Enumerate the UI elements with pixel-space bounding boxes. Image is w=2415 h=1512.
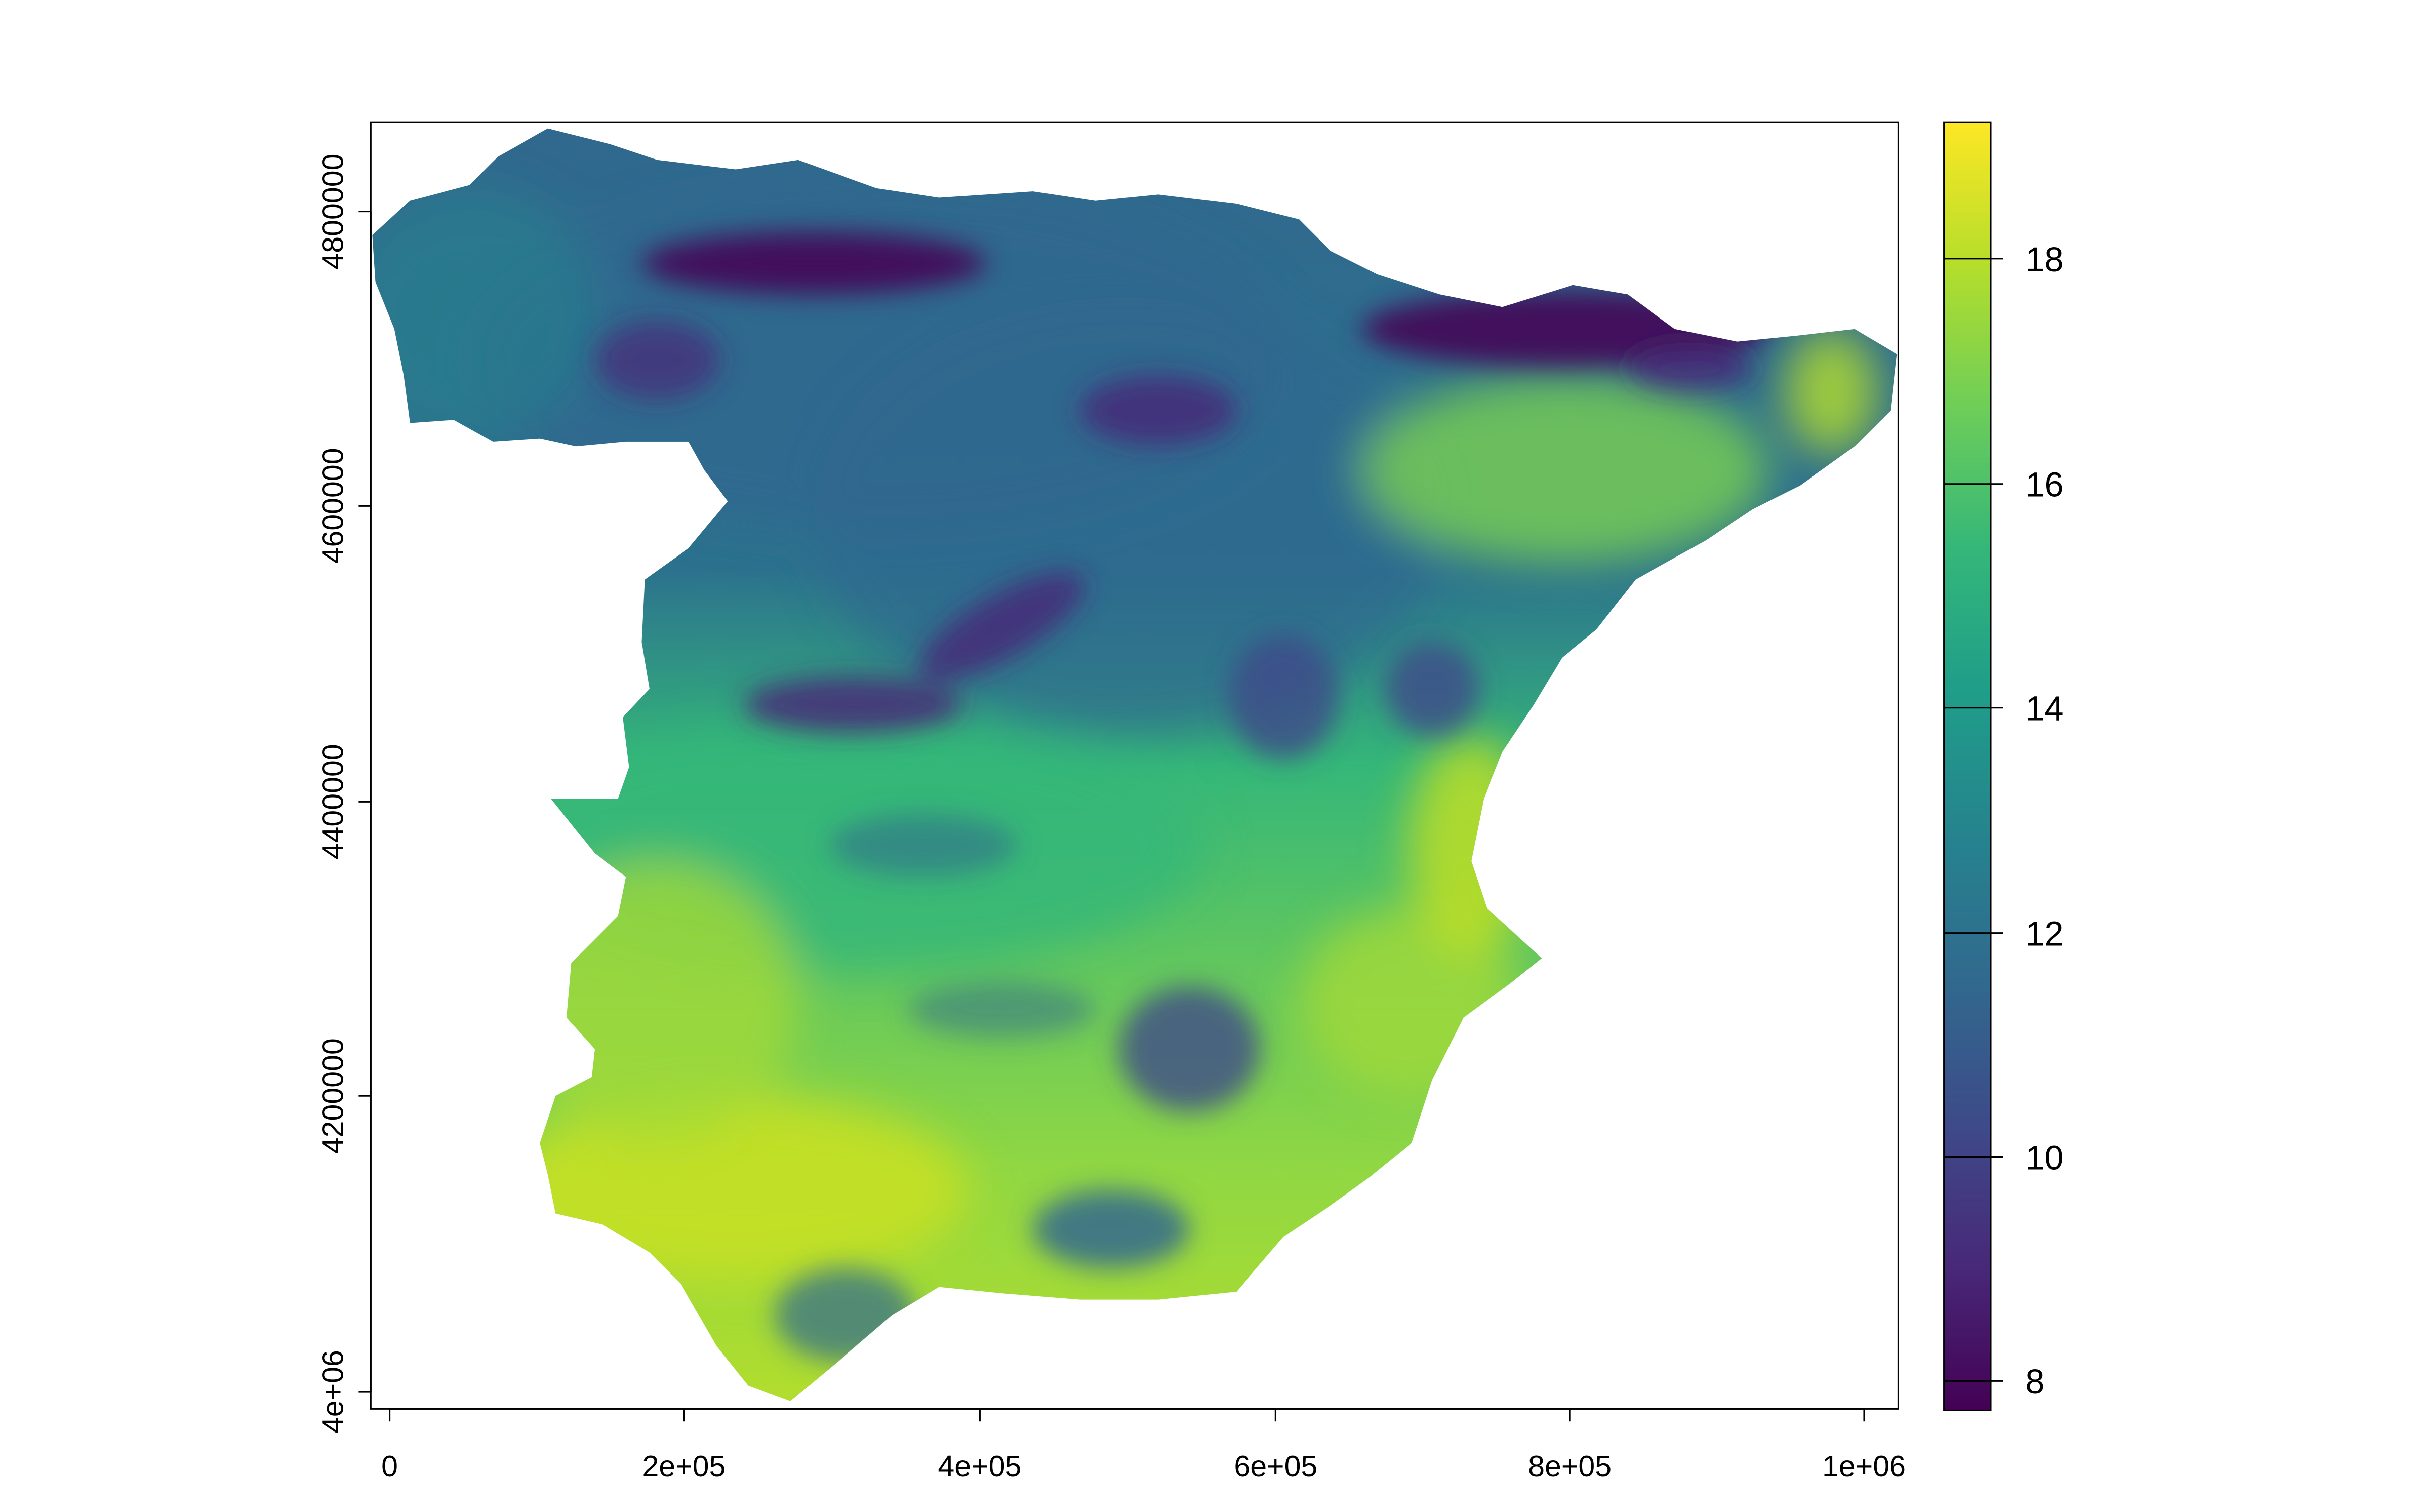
x-tick-label: 1e+06 <box>1822 1449 1906 1483</box>
y-tick-label: 4e+06 <box>315 1350 349 1434</box>
y-tick-label: 4800000 <box>315 154 349 270</box>
y-tick-label: 4400000 <box>315 744 349 859</box>
x-tick-label: 4e+05 <box>938 1449 1021 1483</box>
legend-tick-label: 16 <box>2025 465 2063 504</box>
y-tick-label: 4200000 <box>315 1038 349 1154</box>
legend-colorbar <box>1943 121 1992 1411</box>
y-tick-label: 4600000 <box>315 448 349 564</box>
legend-tick-label: 8 <box>2025 1362 2044 1401</box>
y-axis <box>358 210 372 1393</box>
x-tick-label: 2e+05 <box>642 1449 726 1483</box>
x-tick-label: 6e+05 <box>1234 1449 1317 1483</box>
x-tick-label: 0 <box>381 1449 398 1483</box>
color-legend: 8 10 12 14 16 18 <box>1943 121 2064 1411</box>
legend-tick-label: 10 <box>2025 1138 2063 1177</box>
legend-tick-label: 14 <box>2025 689 2063 728</box>
x-axis <box>389 1408 1865 1422</box>
x-tick-label: 8e+05 <box>1528 1449 1612 1483</box>
legend-tick-label: 12 <box>2025 915 2063 953</box>
legend-tick-label: 18 <box>2025 240 2063 279</box>
raster-surface <box>372 128 1897 1401</box>
